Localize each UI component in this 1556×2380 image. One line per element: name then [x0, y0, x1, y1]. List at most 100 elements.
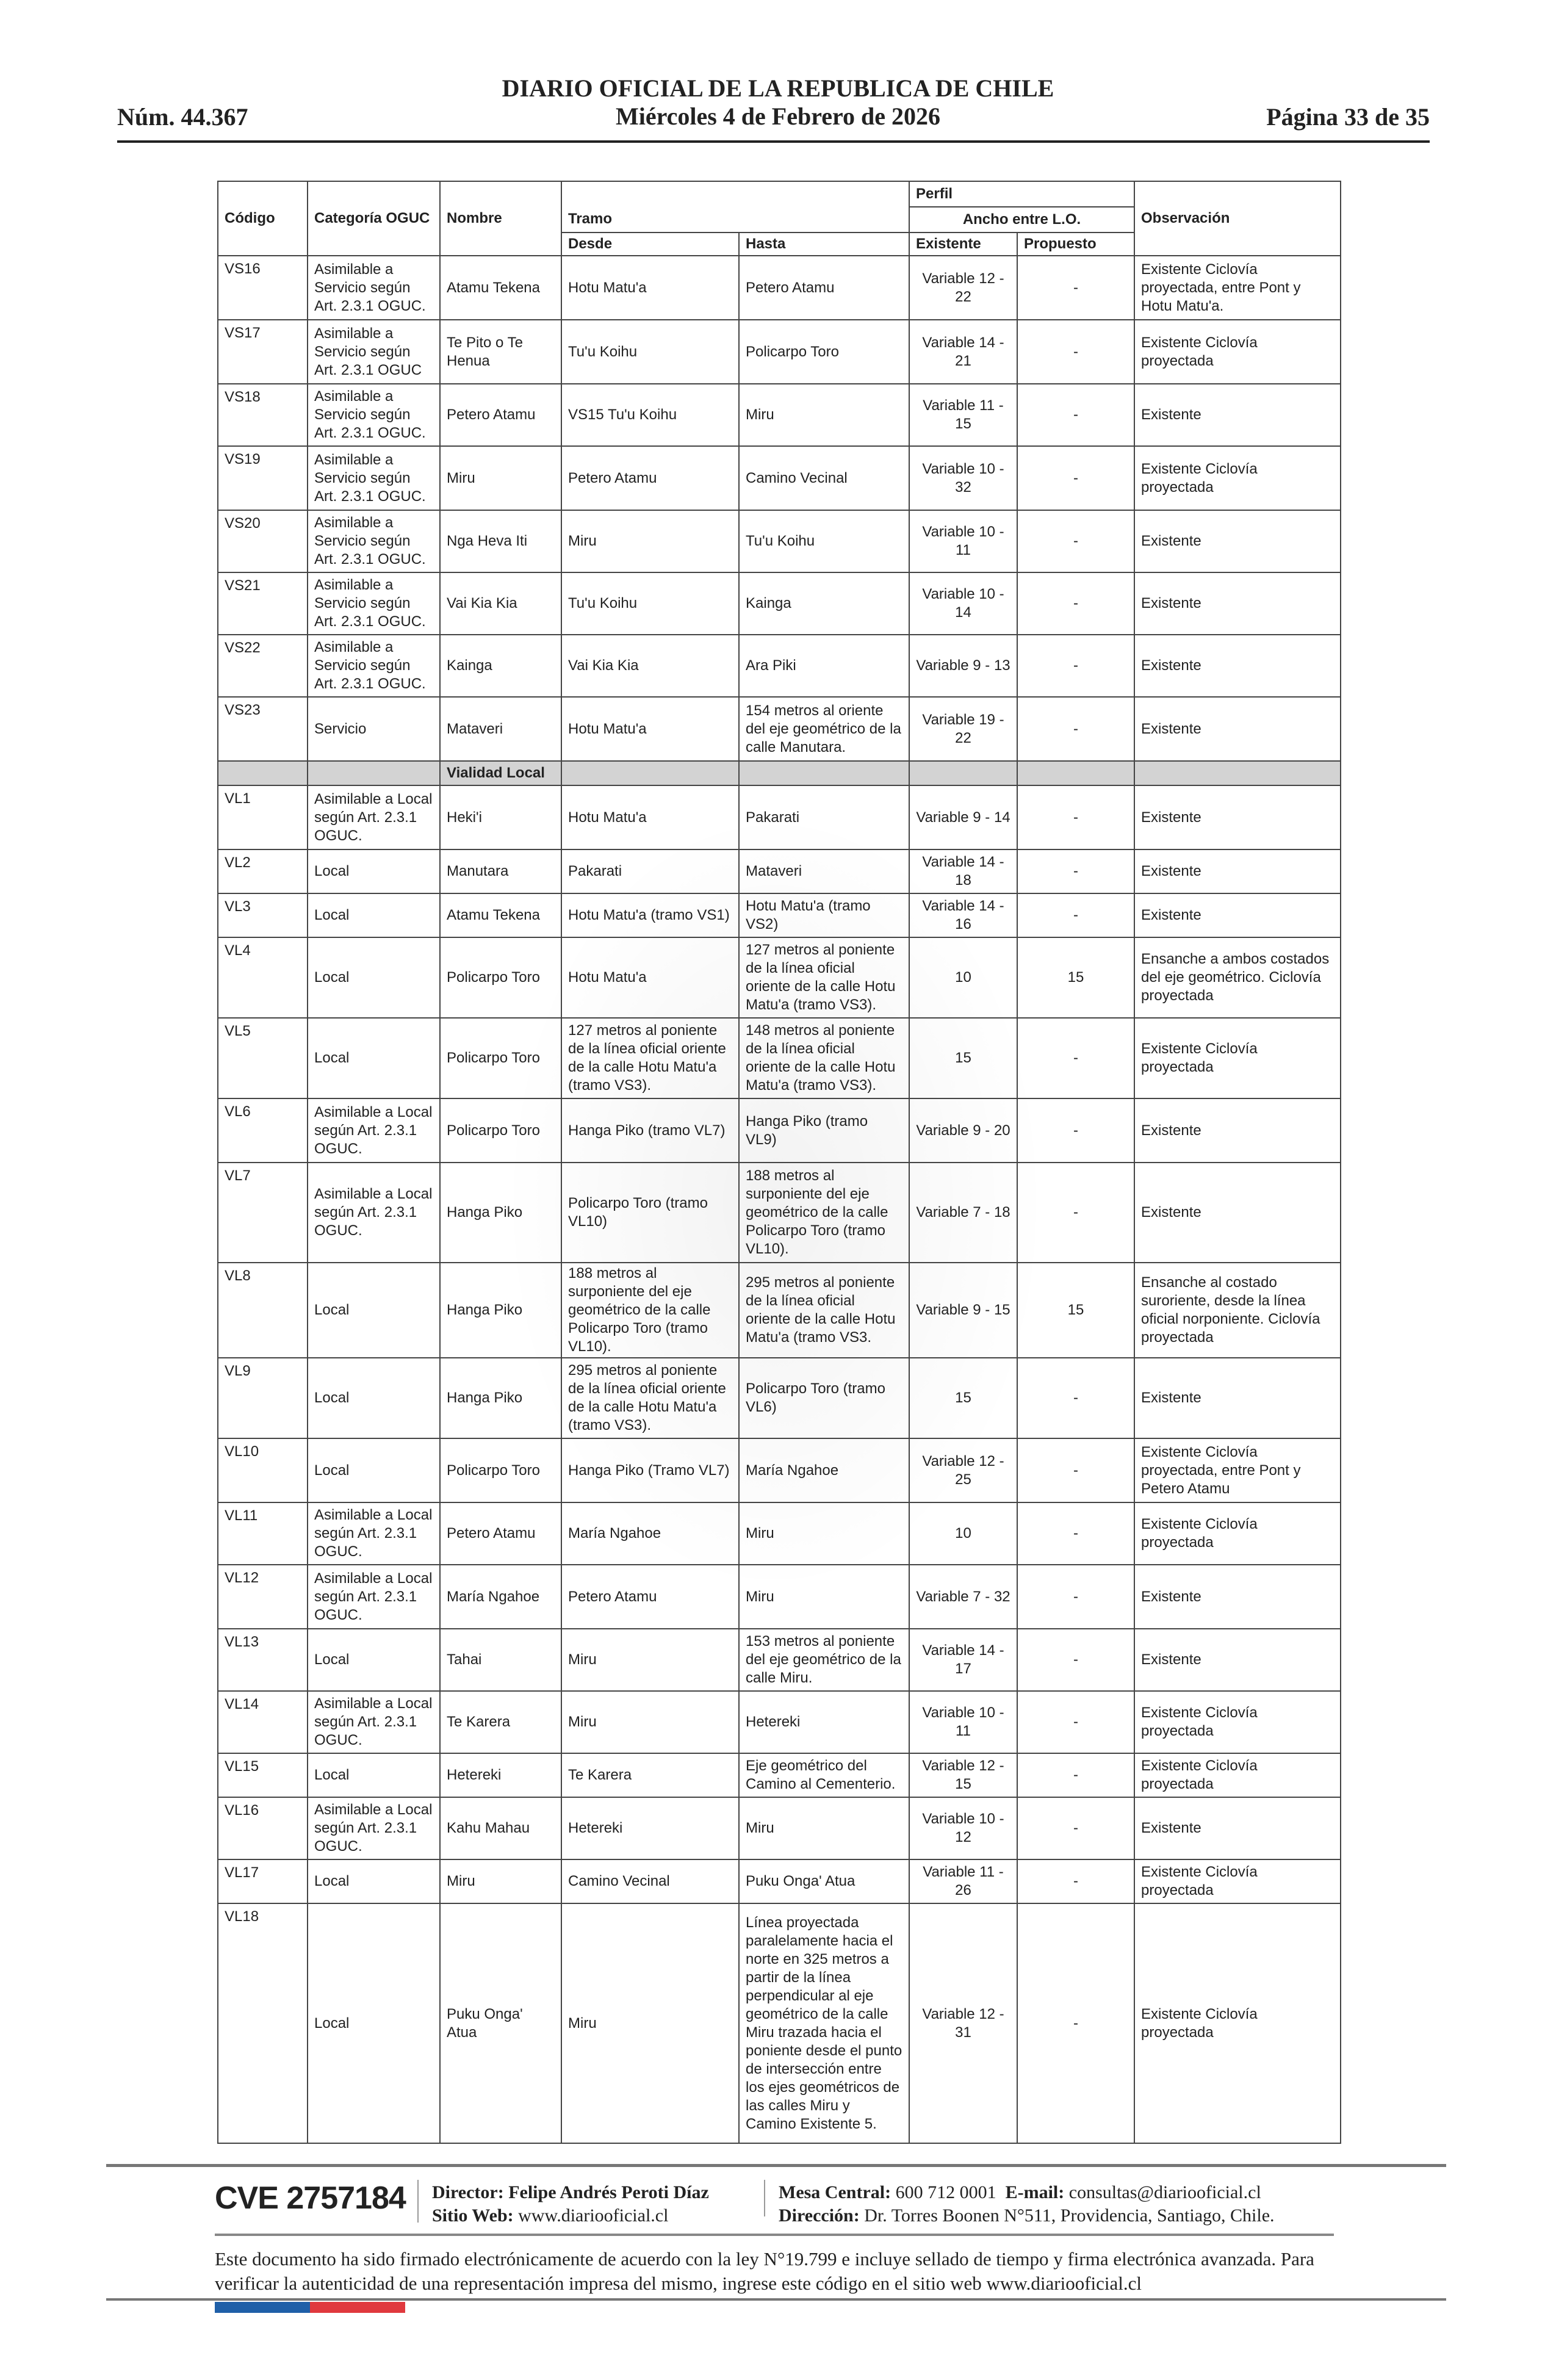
cell-desde: Miru [561, 1628, 740, 1692]
cell-propuesto: - [1017, 1628, 1135, 1692]
cell-hasta: Miru [738, 1797, 910, 1860]
cell-observacion: Existente Ciclovía proyectada [1134, 1502, 1341, 1565]
section-label: Vialidad Local [439, 760, 562, 786]
cell-propuesto: - [1017, 383, 1135, 447]
cell-existente: Variable 10 - 11 [909, 510, 1018, 573]
cell-codigo: VL9 [217, 1357, 308, 1439]
cell-existente: Variable 12 - 22 [909, 255, 1018, 320]
table-row: VL10 Local Policarpo Toro Hanga Piko (Tramo… [217, 1438, 1341, 1503]
cell-observacion: Existente [1134, 634, 1341, 698]
table-row: VS18 Asimilable a Servicio según Art. 2.3… [217, 383, 1341, 447]
cell-existente: Variable 11 - 15 [909, 383, 1018, 447]
header-observacion: Observación [1134, 181, 1341, 256]
cell-existente: Variable 10 - 12 [909, 1797, 1018, 1860]
address: Dr. Torres Boonen N°511, Providencia, Sa… [864, 2205, 1275, 2226]
cell-nombre: Policarpo Toro [439, 937, 562, 1019]
cell-existente: Variable 11 - 26 [909, 1859, 1018, 1904]
cell-observacion: Existente [1134, 696, 1341, 762]
table-row: VS22 Asimilable a Servicio según Art. 2.3… [217, 634, 1341, 698]
cell-desde: Hotu Matu'a [561, 255, 740, 320]
cell-existente: Variable 12 - 15 [909, 1753, 1018, 1798]
cell-observacion: Existente [1134, 1098, 1341, 1163]
header-perfil: Perfil [909, 181, 1135, 207]
cell-propuesto: - [1017, 634, 1135, 698]
cell-nombre: Hanga Piko [439, 1162, 562, 1263]
cell-codigo: VS21 [217, 572, 308, 635]
cell-codigo: VL1 [217, 785, 308, 850]
table-row: VS16 Asimilable a Servicio según Art. 2.3… [217, 255, 1341, 320]
cell-observacion: Existente Ciclovía proyectada [1134, 1753, 1341, 1798]
cell-propuesto: - [1017, 1903, 1135, 2144]
cell-categoria: Local [307, 1753, 441, 1798]
cell-hasta: Mataveri [738, 849, 910, 894]
table-body: VS16 Asimilable a Servicio según Art. 2.3… [217, 255, 1341, 2144]
cell-propuesto: - [1017, 893, 1135, 938]
issue-number: Núm. 44.367 [117, 103, 248, 131]
cell-hasta: Kainga [738, 572, 910, 635]
table-row: VL11 Asimilable a Local según Art. 2.3.1 … [217, 1502, 1341, 1565]
cell-propuesto: - [1017, 849, 1135, 894]
cell-codigo: VL2 [217, 849, 308, 894]
cell-observacion: Existente [1134, 1564, 1341, 1629]
cell-nombre: María Ngahoe [439, 1564, 562, 1629]
section-row: Vialidad Local [217, 760, 1341, 786]
cell-existente: 10 [909, 1502, 1018, 1565]
web-link[interactable]: www.diariooficial.cl [518, 2205, 669, 2226]
cell-propuesto: - [1017, 1098, 1135, 1163]
cell-codigo: VS22 [217, 634, 308, 698]
cell-desde: Miru [561, 1903, 740, 2144]
cell-observacion: Existente [1134, 383, 1341, 447]
footer-divider [106, 2164, 1446, 2167]
footer-divider [106, 2298, 1446, 2301]
page-number: Página 33 de 35 [1266, 103, 1430, 131]
cell-desde: Tu'u Koihu [561, 319, 740, 384]
header-hasta: Hasta [738, 232, 910, 256]
cell-codigo: VS18 [217, 383, 308, 447]
cell-codigo: VL7 [217, 1162, 308, 1263]
cell-categoria: Local [307, 1859, 441, 1904]
section-cell [307, 760, 441, 786]
table-row: VS21 Asimilable a Servicio según Art. 2.3… [217, 572, 1341, 635]
cell-codigo: VS17 [217, 319, 308, 384]
cell-categoria: Asimilable a Servicio según Art. 2.3.1 O… [307, 255, 441, 320]
cell-desde: Vai Kia Kia [561, 634, 740, 698]
cell-observacion: Existente Ciclovía proyectada [1134, 1690, 1341, 1754]
table-row: VL15 Local Hetereki Te Karera Eje geométrico… [217, 1753, 1341, 1798]
cell-codigo: VL3 [217, 893, 308, 938]
cell-existente: 15 [909, 1357, 1018, 1439]
cell-observacion: Existente Ciclovía proyectada, entre Pon… [1134, 1438, 1341, 1503]
cell-desde: VS15 Tu'u Koihu [561, 383, 740, 447]
cell-categoria: Asimilable a Servicio según Art. 2.3.1 O… [307, 572, 441, 635]
cell-observacion: Existente [1134, 572, 1341, 635]
cell-propuesto: - [1017, 1859, 1135, 1904]
section-cell [909, 760, 1018, 786]
road-table: Código Categoría OGUC Nombre Tramo Perfi… [217, 181, 1341, 2144]
cell-desde: 127 metros al poniente de la línea ofici… [561, 1017, 740, 1099]
cell-existente: Variable 14 - 16 [909, 893, 1018, 938]
cell-desde: Petero Atamu [561, 445, 740, 511]
cell-codigo: VL17 [217, 1859, 308, 1904]
cell-observacion: Existente Ciclovía proyectada [1134, 319, 1341, 384]
cell-observacion: Existente Ciclovía proyectada, entre Pon… [1134, 255, 1341, 320]
cell-desde: Camino Vecinal [561, 1859, 740, 1904]
cell-nombre: Petero Atamu [439, 1502, 562, 1565]
table-row: VL6 Asimilable a Local según Art. 2.3.1 O… [217, 1098, 1341, 1163]
cell-propuesto: - [1017, 696, 1135, 762]
cell-observacion: Existente Ciclovía proyectada [1134, 1859, 1341, 1904]
cell-nombre: Manutara [439, 849, 562, 894]
cell-desde: Policarpo Toro (tramo VL10) [561, 1162, 740, 1263]
cell-desde: Miru [561, 1690, 740, 1754]
cell-observacion: Existente [1134, 849, 1341, 894]
cell-hasta: 188 metros al surponiente del eje geomét… [738, 1162, 910, 1263]
cell-hasta: 153 metros al poniente del eje geométric… [738, 1628, 910, 1692]
cell-propuesto: - [1017, 1017, 1135, 1099]
cell-existente: Variable 19 - 22 [909, 696, 1018, 762]
cell-categoria: Local [307, 1438, 441, 1503]
cell-codigo: VS16 [217, 255, 308, 320]
cell-categoria: Local [307, 1357, 441, 1439]
cell-propuesto: 15 [1017, 1262, 1135, 1358]
cell-hasta: 148 metros al poniente de la línea ofici… [738, 1017, 910, 1099]
legal-notice: Este documento ha sido firmado electróni… [215, 2248, 1314, 2294]
email-link[interactable]: consultas@diariooficial.cl [1068, 2182, 1261, 2202]
cell-existente: 10 [909, 937, 1018, 1019]
